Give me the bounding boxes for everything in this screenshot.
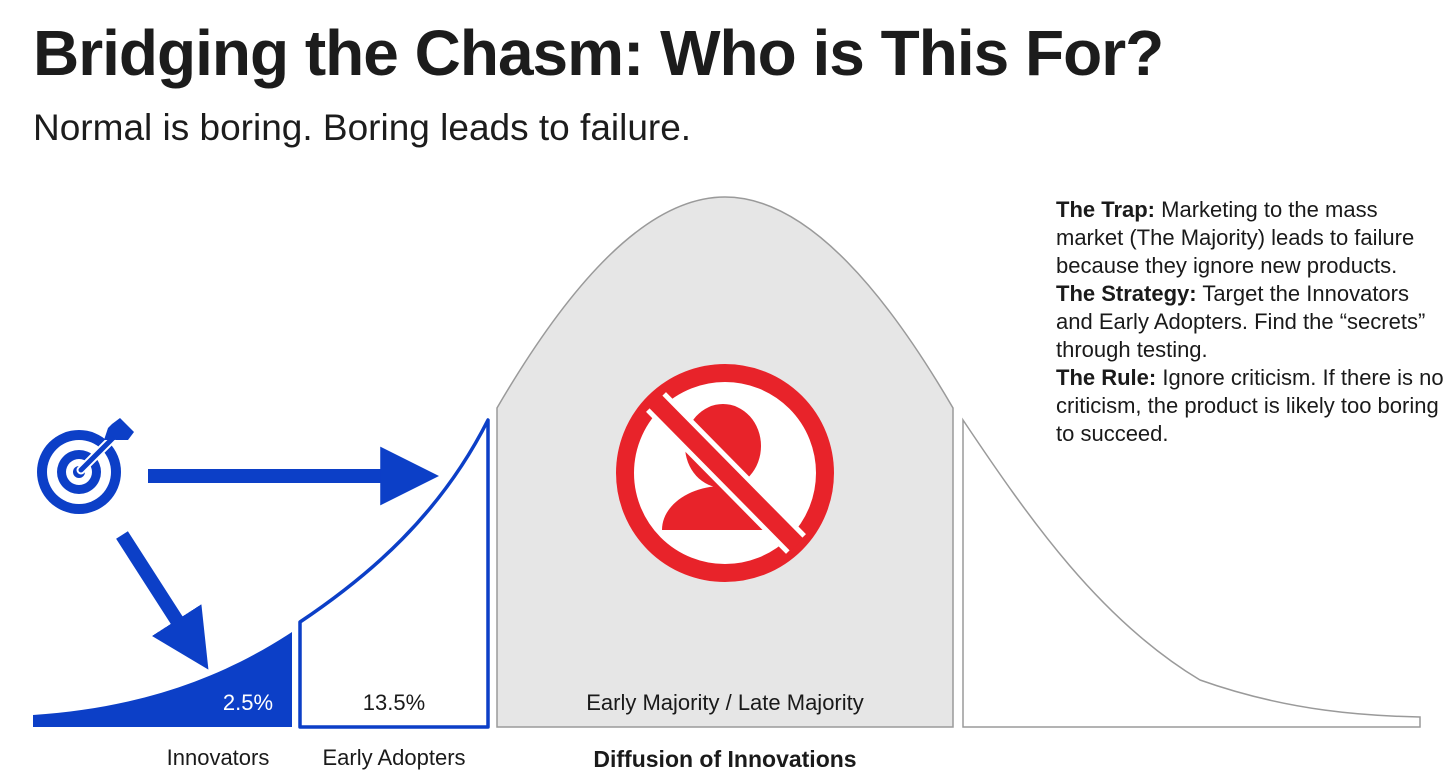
target-icon <box>37 418 134 514</box>
note-rule: The Rule: Ignore criticism. If there is … <box>1056 364 1446 448</box>
note-trap-text: Marketing to the mass market (The Majori… <box>1056 197 1415 278</box>
diagram-caption: Diffusion of Innovations <box>593 746 856 772</box>
note-rule-text: Ignore criticism. If there is no critici… <box>1056 365 1444 446</box>
note-trap: The Trap: Marketing to the mass market (… <box>1056 196 1446 280</box>
early-adopters-label: Early Adopters <box>322 745 465 770</box>
innovators-percent: 2.5% <box>223 690 273 715</box>
majority-label: Early Majority / Late Majority <box>586 690 864 715</box>
innovators-segment <box>33 632 292 727</box>
no-person-icon <box>616 364 834 582</box>
early-adopters-percent: 13.5% <box>363 690 425 715</box>
notes-panel: The Trap: Marketing to the mass market (… <box>1056 196 1446 448</box>
note-rule-heading: The Rule: <box>1056 365 1157 390</box>
early-adopters-segment <box>298 418 490 729</box>
page-title: Bridging the Chasm: Who is This For? <box>33 17 1164 89</box>
note-strategy-heading: The Strategy: <box>1056 281 1197 306</box>
note-trap-heading: The Trap: <box>1056 197 1156 222</box>
arrow-to-innovators <box>116 531 209 670</box>
page-subtitle: Normal is boring. Boring leads to failur… <box>33 107 692 148</box>
laggards-segment <box>962 417 1421 728</box>
note-strategy: The Strategy: Target the Innovators and … <box>1056 280 1446 364</box>
note-strategy-text: Target the Innovators and Early Adopters… <box>1056 281 1426 362</box>
innovators-label: Innovators <box>167 745 270 770</box>
